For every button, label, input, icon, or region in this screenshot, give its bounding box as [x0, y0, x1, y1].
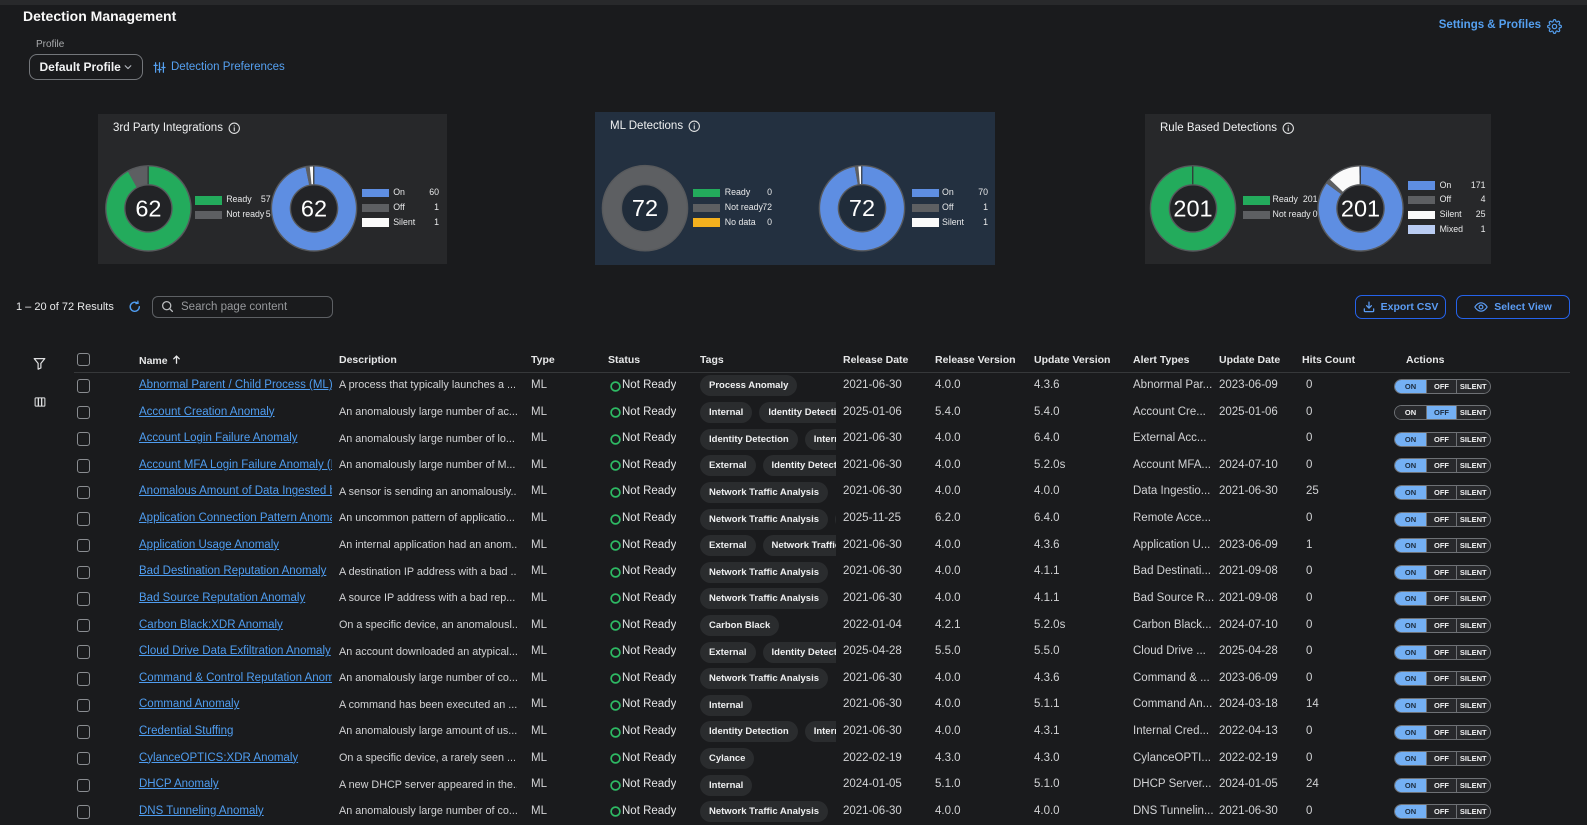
- svg-text:62: 62: [135, 195, 161, 221]
- svg-text:201: 201: [1341, 195, 1380, 221]
- svg-text:201: 201: [1173, 195, 1212, 221]
- svg-text:72: 72: [849, 195, 875, 221]
- svg-text:72: 72: [632, 195, 658, 221]
- svg-text:62: 62: [301, 195, 327, 221]
